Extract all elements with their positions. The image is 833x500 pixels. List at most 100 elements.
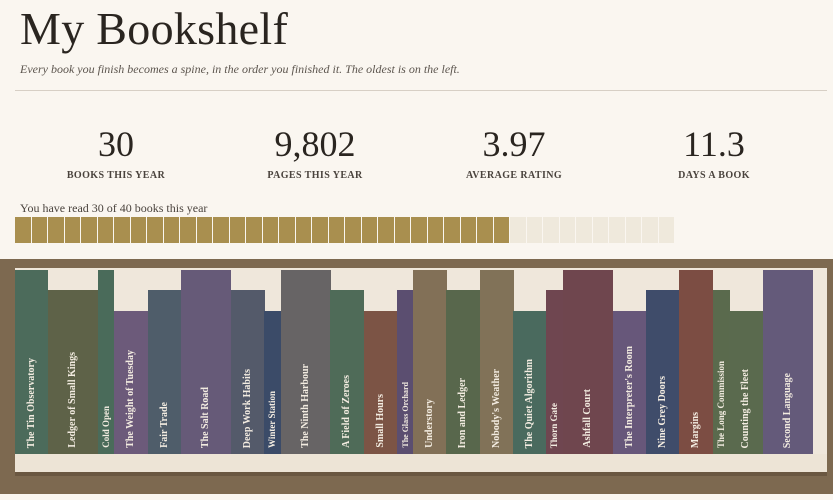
goal-cell-unread <box>543 217 559 243</box>
goal-cell-unread <box>526 217 542 243</box>
goal-cell-read <box>361 217 377 243</box>
goal-cell-read <box>114 217 130 243</box>
stat-days-value: 11.3 <box>683 124 745 164</box>
book-spine[interactable]: A Field of Zeroes <box>330 290 364 454</box>
book-title: The Long Commission <box>716 360 726 448</box>
book-title: Fair Trade <box>159 402 170 448</box>
goal-cell-unread <box>559 217 575 243</box>
goal-cell-unread <box>658 217 674 243</box>
book-spine[interactable]: Nine Grey Doors <box>646 290 680 454</box>
goal-cell-unread <box>592 217 608 243</box>
goal-cell-read <box>15 217 31 243</box>
book-spine[interactable]: Cold Open <box>98 270 114 454</box>
book-title: The Tin Observatory <box>25 357 37 448</box>
goal-cell-unread <box>625 217 641 243</box>
goal-cell-read <box>477 217 493 243</box>
goal-cell-read <box>460 217 476 243</box>
book-title: Nine Grey Doors <box>657 375 668 448</box>
header-divider <box>15 90 827 91</box>
stat-books-label: BOOKS THIS YEAR <box>66 170 166 181</box>
book-title: The Ninth Harbour <box>300 364 311 448</box>
book-spine[interactable]: Fair Trade <box>148 290 182 454</box>
book-title: Understory <box>424 399 435 448</box>
goal-cell-read <box>180 217 196 243</box>
book-spine[interactable]: The Ninth Harbour <box>281 270 331 454</box>
book-spine[interactable]: The Weight of Tuesday <box>114 311 148 454</box>
goal-cell-read <box>81 217 97 243</box>
book-title: Deep Work Habits <box>242 368 253 448</box>
goal-cell-read <box>163 217 179 243</box>
page-title: My Bookshelf <box>20 3 289 54</box>
goal-cell-read <box>48 217 64 243</box>
goal-cell-read <box>229 217 245 243</box>
goal-cell-read <box>262 217 278 243</box>
book-spine[interactable]: Deep Work Habits <box>231 290 265 454</box>
book-spine[interactable]: Thorn Gate <box>546 290 563 454</box>
stat-pages: 9,802 PAGES THIS YEAR <box>235 124 395 181</box>
stat-days: 11.3 DAYS A BOOK <box>634 124 794 181</box>
stat-rating-value: 3.97 <box>482 124 546 164</box>
stat-rating-label: AVERAGE RATING <box>465 170 563 181</box>
goal-cell-read <box>97 217 113 243</box>
book-spine[interactable]: The Tin Observatory <box>15 270 48 454</box>
book-spine[interactable]: The Salt Road <box>181 270 231 454</box>
goal-cell-read <box>130 217 146 243</box>
book-title: Ledger of Small Kings <box>67 352 78 448</box>
book-title: Thorn Gate <box>549 402 559 448</box>
book-spine[interactable]: The Interpreter's Room <box>613 311 647 454</box>
goal-cell-read <box>31 217 47 243</box>
stat-days-label: DAYS A BOOK <box>678 170 750 181</box>
book-title: Small Hours <box>374 394 386 448</box>
book-spine[interactable]: Iron and Ledger <box>446 290 480 454</box>
book-spine[interactable]: Ashfall Court <box>563 270 613 454</box>
book-title: The Weight of Tuesday <box>125 350 136 448</box>
book-spine[interactable]: Understory <box>413 270 447 454</box>
goal-cell-read <box>493 217 509 243</box>
goal-cell-read <box>312 217 328 243</box>
book-spine[interactable]: The Glass Orchard <box>397 290 414 454</box>
book-title: Ashfall Court <box>582 389 593 448</box>
goal-cell-read <box>345 217 361 243</box>
goal-cell-unread <box>510 217 526 243</box>
reading-goal-progress <box>15 217 675 243</box>
stat-books: 30 BOOKS THIS YEAR <box>36 124 196 181</box>
goal-cell-read <box>295 217 311 243</box>
goal-cell-read <box>328 217 344 243</box>
book-title: The Quiet Algorithm <box>524 358 535 448</box>
book-title: Nobody's Weather <box>491 369 502 448</box>
book-title: Counting the Fleet <box>740 368 751 448</box>
book-spine[interactable]: Margins <box>679 270 713 454</box>
goal-cell-read <box>246 217 262 243</box>
book-spine[interactable]: Second Language <box>763 270 813 454</box>
goal-cell-read <box>147 217 163 243</box>
reading-goal-text: You have read 30 of 40 books this year <box>20 201 208 215</box>
stat-rating: 3.97 AVERAGE RATING <box>434 124 594 181</box>
book-title: Winter Station <box>267 391 277 448</box>
book-spine[interactable]: The Quiet Algorithm <box>513 311 547 454</box>
stat-pages-value: 9,802 <box>274 124 356 164</box>
goal-cell-read <box>378 217 394 243</box>
book-title: A Field of Zeroes <box>341 375 352 448</box>
stat-books-value: 30 <box>98 124 134 164</box>
book-title: Margins <box>690 411 701 448</box>
goal-cell-unread <box>642 217 658 243</box>
book-title: The Interpreter's Room <box>624 345 635 448</box>
book-spine[interactable]: The Long Commission <box>713 290 730 454</box>
goal-cell-unread <box>576 217 592 243</box>
book-spine[interactable]: Ledger of Small Kings <box>48 290 98 454</box>
shelf-lip <box>15 472 827 476</box>
stat-pages-label: PAGES THIS YEAR <box>267 170 363 181</box>
book-title: Iron and Ledger <box>457 377 468 448</box>
book-title: Second Language <box>782 372 793 448</box>
goal-cell-read <box>64 217 80 243</box>
goal-cell-read <box>394 217 410 243</box>
goal-cell-read <box>196 217 212 243</box>
book-spine[interactable]: Small Hours <box>364 311 397 454</box>
page-subtitle: Every book you finish becomes a spine, i… <box>20 62 460 76</box>
book-spine[interactable]: Winter Station <box>264 311 281 454</box>
goal-cell-read <box>411 217 427 243</box>
book-spine[interactable]: Counting the Fleet <box>729 311 763 454</box>
goal-cell-read <box>213 217 229 243</box>
book-spine[interactable]: Nobody's Weather <box>480 270 514 454</box>
goal-cell-read <box>444 217 460 243</box>
